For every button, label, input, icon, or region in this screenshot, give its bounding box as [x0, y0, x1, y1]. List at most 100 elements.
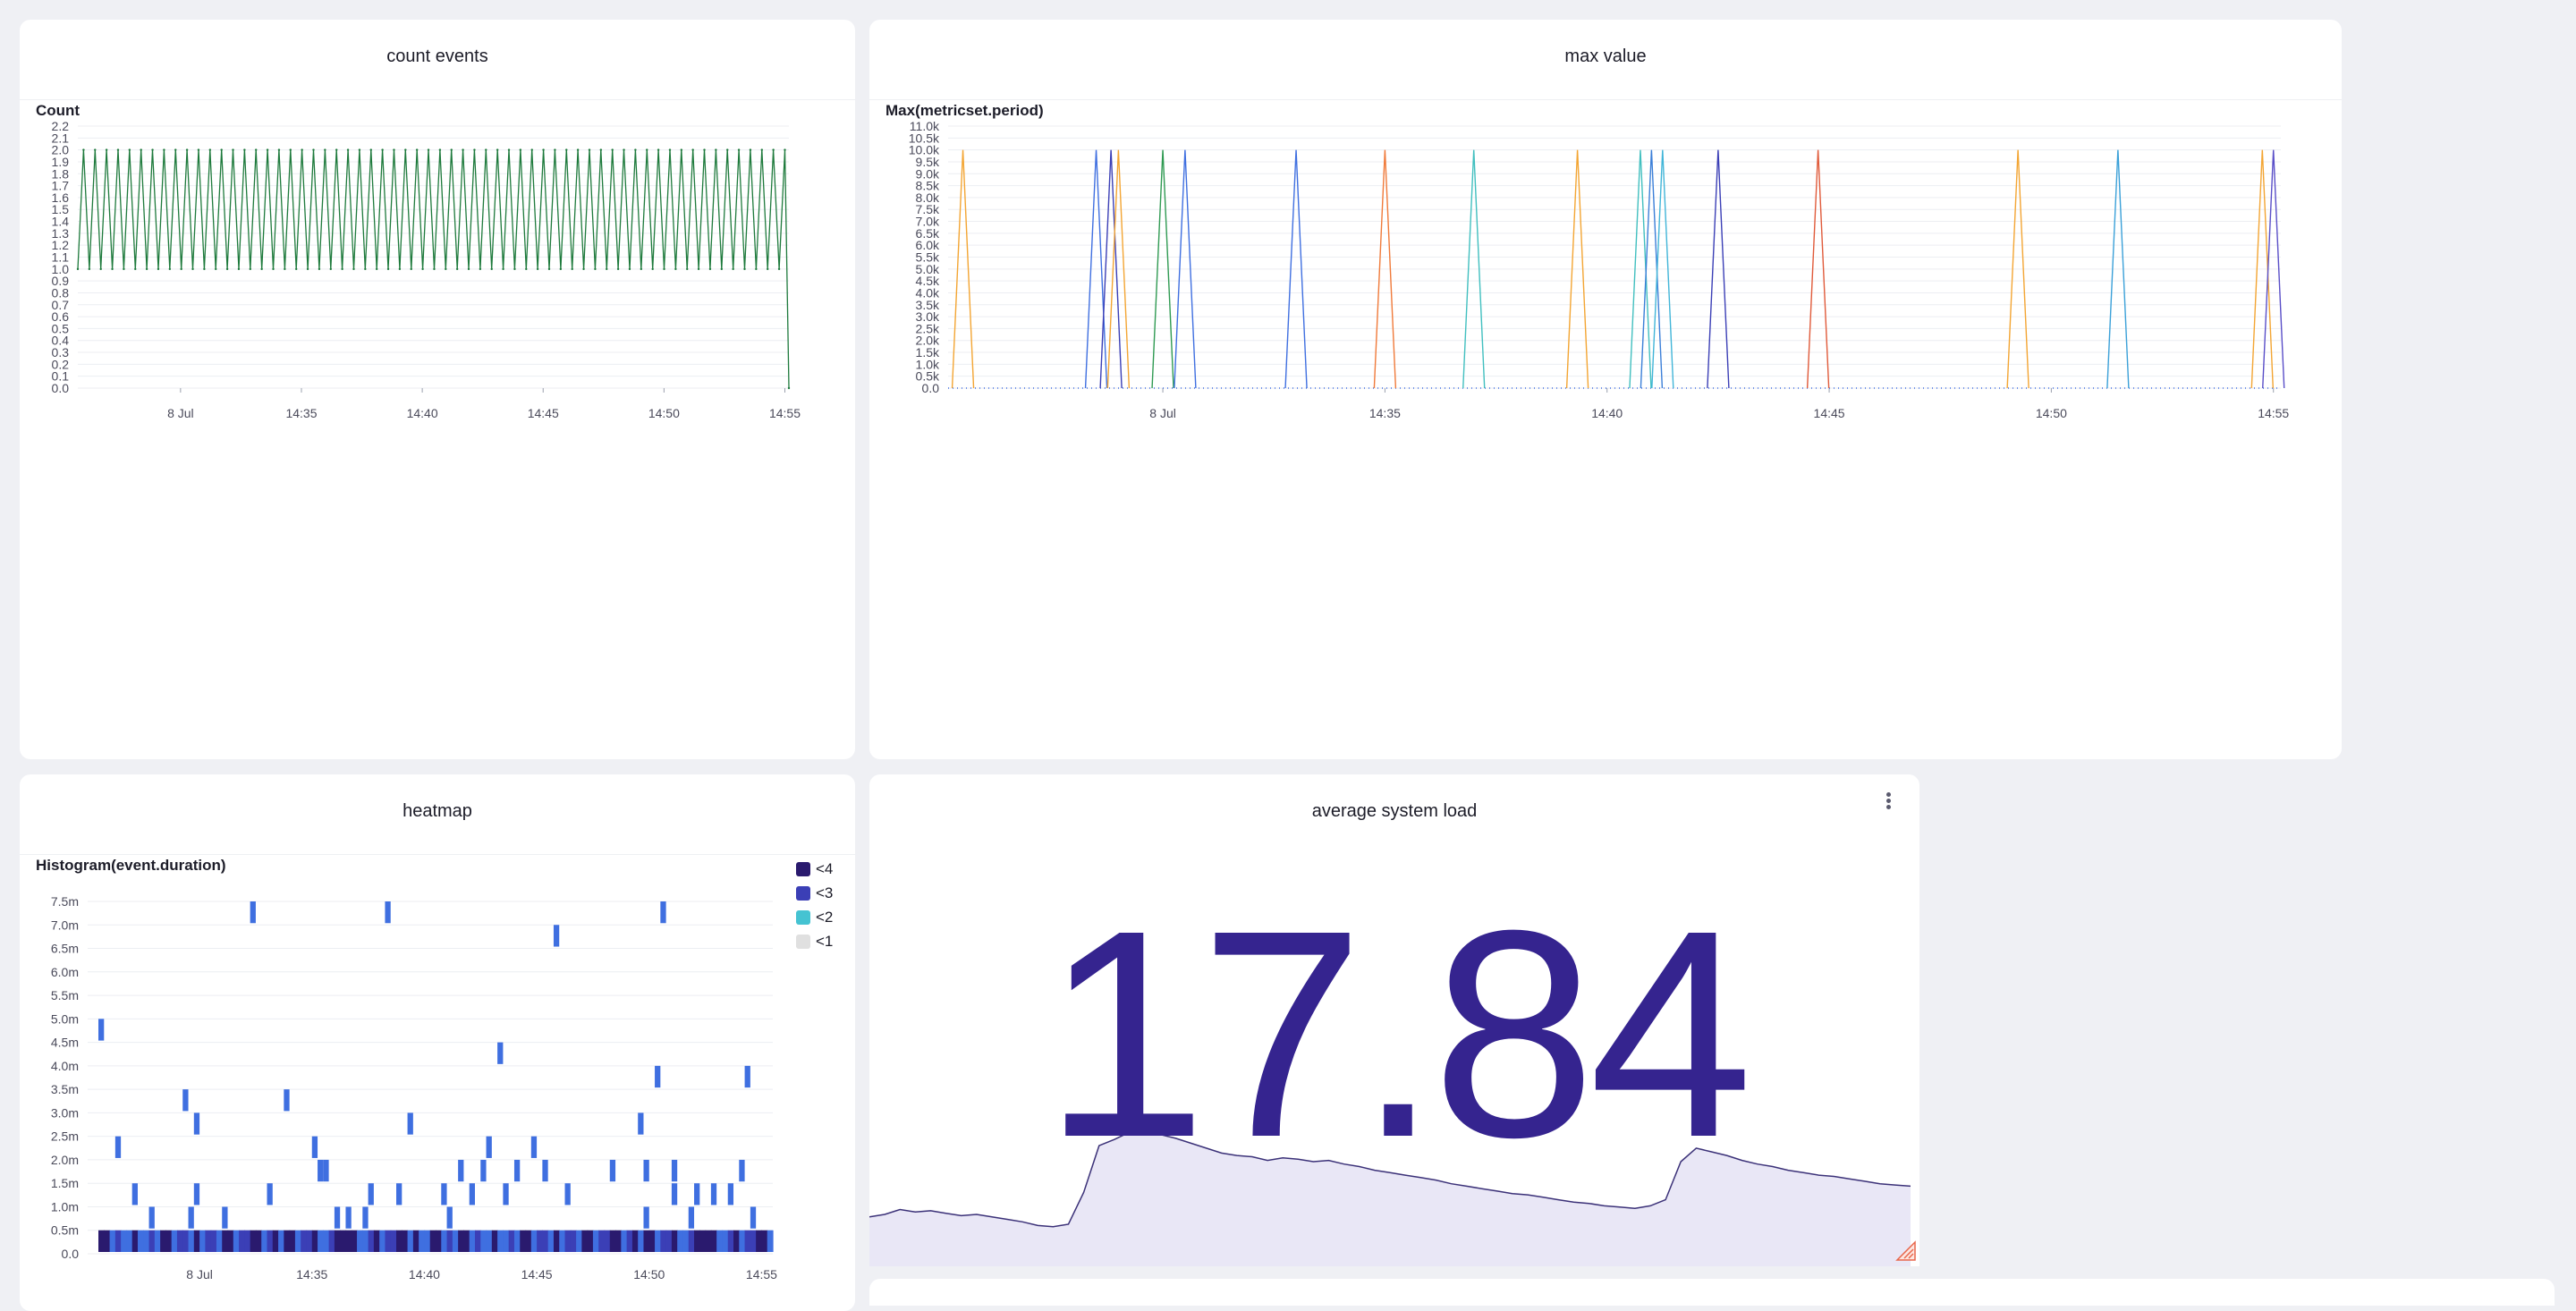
data-point	[306, 267, 309, 271]
heatmap-cell	[98, 1230, 105, 1252]
data-point	[145, 267, 148, 271]
resize-handle-icon[interactable]	[1895, 1240, 1917, 1262]
spike-line	[1284, 149, 1308, 389]
heatmap-cell	[193, 1183, 200, 1205]
heatmap-cell	[761, 1230, 768, 1252]
heatmap-cell	[357, 1230, 363, 1252]
heatmap-cell	[441, 1230, 448, 1252]
data-point	[393, 148, 395, 151]
heatmap-cell	[114, 1136, 122, 1158]
x-tick-label: 14:35	[285, 406, 317, 420]
x-tick-label: 14:40	[407, 406, 438, 420]
heatmap-cell	[311, 1136, 318, 1158]
panel-average-system-load: average system load 17.84	[869, 774, 1919, 1266]
heatmap-cell	[323, 1230, 330, 1252]
heatmap-cell	[244, 1230, 251, 1252]
heatmap-cell	[131, 1183, 138, 1205]
heatmap-cell	[520, 1230, 527, 1252]
legend-label: <2	[816, 909, 834, 926]
heatmap-cell	[334, 1230, 341, 1252]
data-point	[536, 267, 539, 271]
data-point	[163, 148, 165, 151]
x-tick-label: 8 Jul	[167, 406, 194, 420]
data-point	[111, 267, 114, 271]
data-point	[616, 267, 620, 271]
heatmap-cell	[407, 1230, 414, 1252]
panel-title: max value	[1564, 47, 1647, 66]
data-point	[284, 267, 286, 271]
heatmap-cell	[497, 1042, 504, 1064]
kebab-menu-icon[interactable]	[1875, 785, 1902, 816]
x-tick-label: 8 Jul	[1149, 406, 1176, 420]
y-tick-label: 1.8	[52, 166, 70, 181]
data-point	[99, 267, 102, 271]
legend-item[interactable]: <1	[796, 933, 833, 951]
spike-line	[1462, 149, 1486, 389]
y-tick-label: 5.0m	[51, 1011, 79, 1026]
data-point	[415, 148, 419, 151]
heatmap-cell	[446, 1230, 453, 1252]
x-tick-label: 14:45	[521, 1267, 553, 1281]
heatmap-cell	[559, 1230, 566, 1252]
heatmap-cell	[227, 1230, 234, 1252]
heatmap-cell	[345, 1230, 352, 1252]
x-tick-label: 14:50	[648, 406, 680, 420]
panel-max-value: max value Max(metricset.period) 0.0 0.5k 1…	[869, 20, 2342, 759]
y-tick-label: 0.2	[52, 357, 70, 371]
data-point	[657, 148, 660, 151]
y-tick-label: 3.5k	[916, 298, 940, 312]
y-tick-label: 1.3	[52, 226, 70, 241]
data-point	[386, 267, 390, 271]
legend-swatch	[796, 910, 810, 925]
heatmap-cell	[379, 1230, 386, 1252]
data-point	[123, 267, 125, 271]
heatmap-cell	[508, 1230, 515, 1252]
data-point	[128, 148, 131, 151]
legend-item[interactable]: <4	[796, 860, 833, 878]
heatmap-cell	[278, 1230, 284, 1252]
legend-item[interactable]: <2	[796, 909, 833, 926]
sparkline-line	[869, 1131, 1911, 1228]
data-point	[301, 148, 303, 151]
data-point	[576, 148, 580, 151]
legend-item[interactable]: <3	[796, 884, 833, 902]
heatmap-cell	[419, 1230, 426, 1252]
heatmap-cell	[390, 1230, 397, 1252]
heatmap-cell	[688, 1230, 695, 1252]
legend-swatch	[796, 935, 810, 949]
heatmap-cell	[160, 1230, 166, 1252]
heatmap-cell	[176, 1230, 183, 1252]
panel-title: average system load	[1311, 801, 1478, 821]
data-point	[116, 148, 120, 151]
heatmap-cell	[272, 1230, 279, 1252]
y-tick-label: 0.1	[52, 369, 70, 384]
heatmap-cell	[486, 1136, 492, 1158]
y-tick-label: 0.6	[52, 309, 70, 324]
data-point	[76, 267, 80, 271]
heatmap-cell	[104, 1230, 111, 1252]
heatmap-cell	[205, 1230, 212, 1252]
heatmap-cell	[458, 1230, 465, 1252]
heatmap-cell	[267, 1183, 273, 1205]
heatmap-cell	[722, 1230, 729, 1252]
y-tick-label: 3.0k	[916, 309, 940, 324]
y-tick-label: 2.2	[52, 119, 70, 133]
heatmap-cell	[570, 1230, 577, 1252]
spike-line	[1151, 149, 1174, 389]
y-tick-label: 1.5	[52, 202, 70, 216]
data-point	[82, 148, 85, 151]
y-tick-label: 0.5	[52, 321, 70, 335]
heatmap-cell	[530, 1230, 538, 1252]
spike-line	[2262, 149, 2285, 389]
heatmap-cell	[671, 1183, 678, 1205]
y-tick-label: 2.5m	[51, 1129, 79, 1144]
heatmap-cell	[402, 1230, 409, 1252]
y-tick-label: 4.5k	[916, 274, 940, 288]
y-tick-label: 5.0k	[916, 262, 940, 276]
spike-line	[1806, 149, 1830, 389]
heatmap-cell	[677, 1230, 684, 1252]
data-point	[445, 267, 447, 271]
spike-line	[1640, 149, 1664, 389]
data-point	[427, 148, 430, 151]
data-point	[438, 148, 442, 151]
